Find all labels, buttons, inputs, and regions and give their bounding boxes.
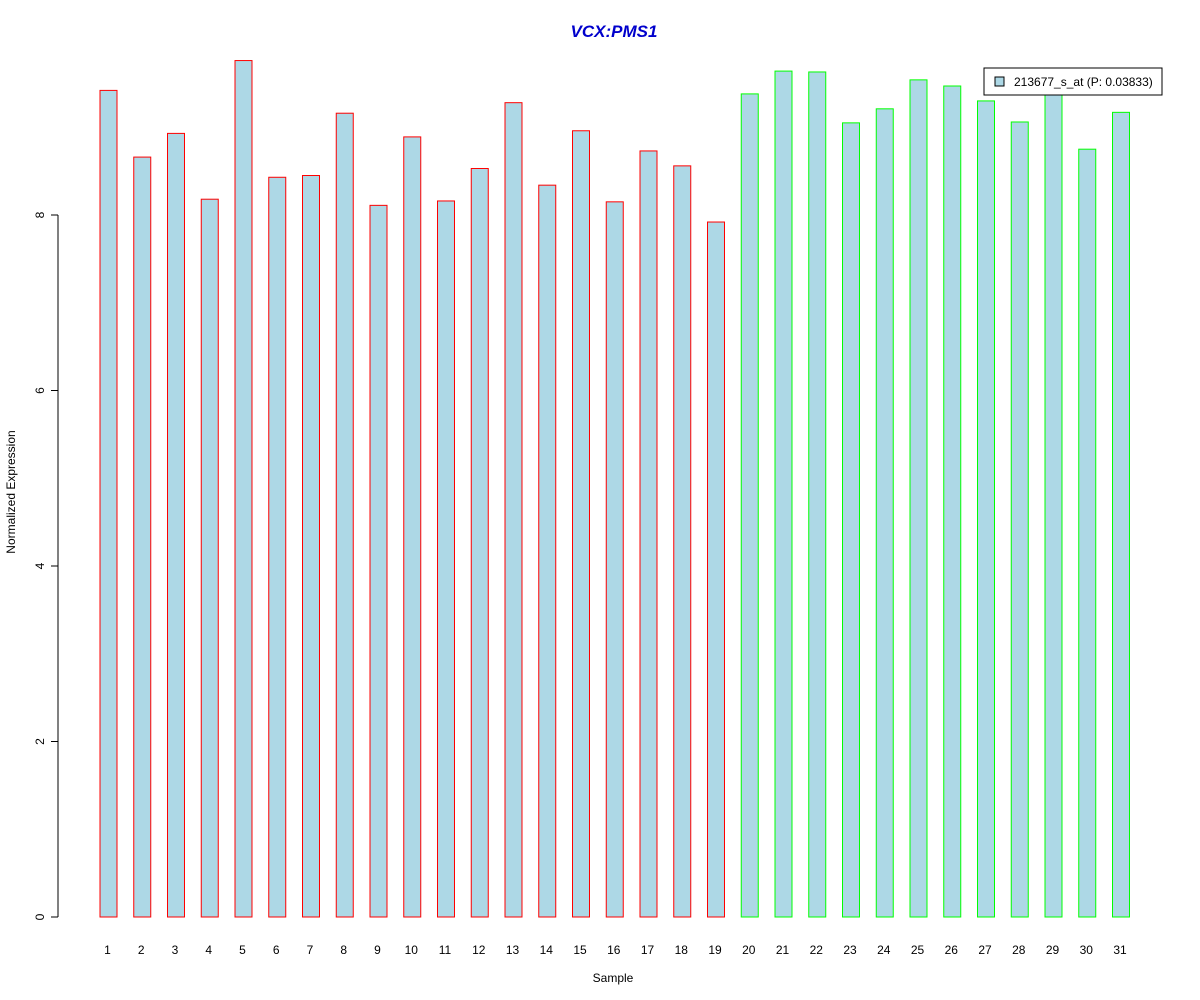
bar-sample-24 (875, 108, 894, 918)
x-tick-label: 26 (945, 943, 959, 957)
bar-sample-20 (740, 93, 759, 918)
bar-sample-10 (403, 136, 422, 918)
y-tick-label: 0 (33, 913, 47, 920)
x-tick-label: 24 (877, 943, 891, 957)
bar-sample-6 (268, 176, 287, 918)
x-tick-label: 14 (540, 943, 554, 957)
x-tick-label: 4 (205, 943, 212, 957)
bar-sample-18 (673, 165, 692, 918)
legend-box (983, 67, 1163, 96)
bar-sample-13 (504, 102, 523, 918)
bar-sample-19 (707, 221, 725, 918)
y-tick-label: 8 (33, 211, 47, 218)
y-axis-label: Normalized Expression (4, 430, 18, 553)
bar-sample-28 (1010, 121, 1029, 918)
bar-sample-11 (437, 200, 455, 918)
legend: 213677_s_at (P: 0.03833) (983, 67, 1163, 96)
bars-group (99, 60, 1130, 918)
x-tick-label: 31 (1113, 943, 1127, 957)
y-tick-label: 2 (33, 738, 47, 745)
y-tick-label: 4 (33, 562, 47, 569)
bar-sample-8 (335, 112, 354, 918)
x-tick-label: 20 (742, 943, 756, 957)
bar-sample-5 (234, 60, 253, 918)
x-tick-label: 5 (239, 943, 246, 957)
bar-sample-27 (977, 100, 995, 918)
bar-sample-26 (943, 85, 962, 918)
bar-sample-3 (167, 132, 185, 918)
bar-sample-23 (842, 122, 860, 918)
bar-sample-2 (133, 156, 152, 918)
y-tick-label: 6 (33, 387, 47, 394)
x-tick-label: 3 (172, 943, 179, 957)
x-tick-label: 30 (1080, 943, 1094, 957)
x-tick-label: 6 (273, 943, 280, 957)
x-tick-label: 29 (1046, 943, 1060, 957)
legend-label: 213677_s_at (P: 0.03833) (1014, 75, 1153, 89)
bar-sample-30 (1078, 148, 1097, 918)
bar-sample-17 (639, 150, 658, 918)
bar-sample-7 (302, 175, 320, 918)
x-tick-label: 2 (138, 943, 145, 957)
bar-sample-15 (572, 130, 590, 918)
x-tick-label: 7 (307, 943, 314, 957)
x-tick-label: 16 (607, 943, 621, 957)
bar-sample-25 (909, 79, 928, 918)
x-tick-label: 8 (340, 943, 347, 957)
bar-sample-22 (808, 71, 827, 918)
bar-sample-31 (1112, 111, 1130, 918)
x-tick-label: 1 (104, 943, 111, 957)
legend-swatch (994, 76, 1005, 87)
bar-sample-16 (605, 201, 624, 918)
x-tick-label: 10 (405, 943, 419, 957)
x-tick-label: 9 (374, 943, 381, 957)
y-axis: 0 2 4 6 8 (33, 211, 59, 920)
x-tick-label: 18 (675, 943, 689, 957)
bar-sample-9 (369, 204, 388, 918)
x-tick-label: 28 (1012, 943, 1026, 957)
bar-sample-14 (538, 184, 557, 918)
bar-sample-4 (200, 198, 219, 918)
bar-sample-12 (470, 167, 489, 918)
x-tick-label: 25 (911, 943, 925, 957)
x-tick-label: 12 (472, 943, 486, 957)
chart-title: VCX:PMS1 (571, 22, 658, 41)
x-tick-label: 23 (843, 943, 857, 957)
x-tick-label: 15 (573, 943, 587, 957)
x-tick-labels: 1 2 3 4 5 6 7 8 9 10 11 12 13 14 15 16 17 18 19 20 21 22 23 24 2… (104, 943, 1127, 957)
x-tick-label: 21 (776, 943, 790, 957)
x-tick-label: 22 (810, 943, 824, 957)
x-tick-label: 11 (439, 943, 452, 957)
x-tick-label: 27 (978, 943, 992, 957)
bar-sample-29 (1044, 93, 1063, 918)
x-axis-label: Sample (593, 971, 634, 985)
x-tick-label: 13 (506, 943, 520, 957)
bar-sample-21 (774, 70, 793, 918)
x-tick-label: 19 (708, 943, 722, 957)
x-tick-label: 17 (641, 943, 655, 957)
bar-sample-1 (99, 89, 118, 918)
